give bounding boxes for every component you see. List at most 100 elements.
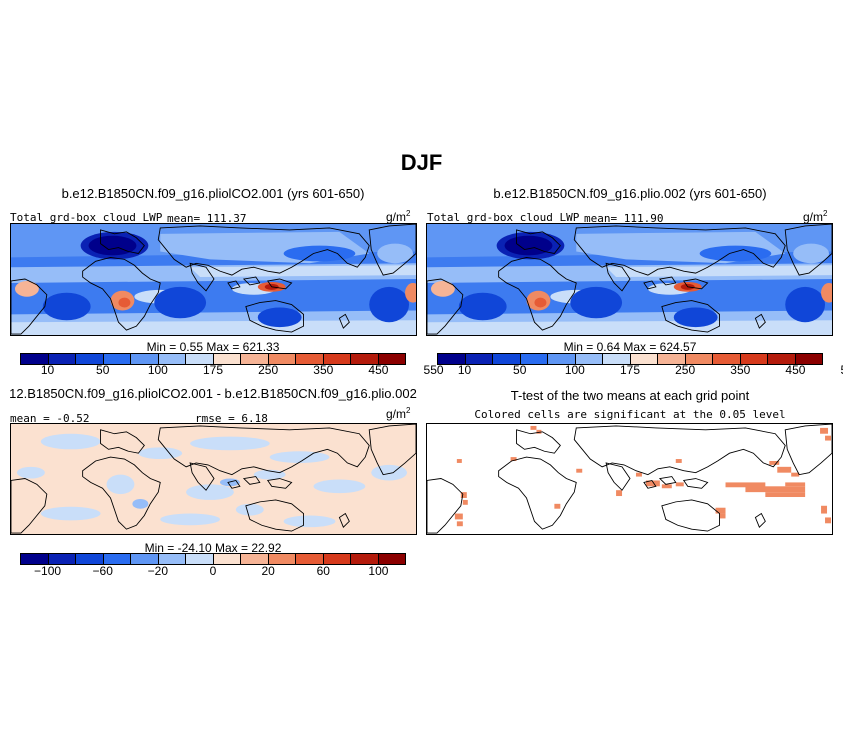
colorbar-tick-label: 550 bbox=[841, 363, 843, 377]
sahara-core bbox=[504, 235, 553, 256]
significant-cell bbox=[825, 517, 832, 524]
sahara-core bbox=[88, 235, 137, 256]
australia-coastline bbox=[245, 499, 305, 532]
panel1-mean: mean= 111.37 bbox=[167, 212, 247, 225]
north-america-west bbox=[784, 424, 832, 476]
significant-cell bbox=[456, 459, 462, 463]
colorbar-swatch bbox=[186, 554, 214, 564]
colorbar-swatch bbox=[241, 554, 269, 564]
newzealand-coastline bbox=[754, 313, 766, 329]
colorbar-swatch bbox=[268, 554, 296, 564]
panel1-units: g/m2 bbox=[386, 209, 411, 224]
north-america-west bbox=[368, 424, 416, 476]
significant-cell bbox=[635, 472, 642, 477]
newzealand-coastline bbox=[338, 313, 350, 329]
southamerica-coastline bbox=[427, 278, 464, 335]
colorbar-swatch bbox=[548, 354, 576, 364]
colorbar-tick-label: 50 bbox=[513, 363, 527, 377]
negative-difference-region bbox=[190, 436, 270, 451]
colorbar-swatch bbox=[438, 354, 466, 364]
negative-difference-region bbox=[132, 498, 149, 509]
significant-cell bbox=[745, 486, 806, 493]
significant-cell bbox=[576, 468, 583, 473]
colorbar-tick-label: 50 bbox=[96, 363, 110, 377]
colorbar-swatch bbox=[131, 354, 159, 364]
colorbar-swatch bbox=[351, 554, 379, 564]
southern-africa-core bbox=[534, 297, 547, 308]
asia-coastline bbox=[573, 225, 786, 276]
colorbar-swatch bbox=[213, 354, 241, 364]
panel2-minmax: Min = 0.64 Max = 624.57 bbox=[563, 340, 697, 354]
colorbar-tick-label: 550 bbox=[423, 363, 444, 377]
colorbar-swatch bbox=[465, 354, 493, 364]
negative-difference-region bbox=[283, 515, 336, 528]
europe-coastline bbox=[100, 429, 145, 454]
panel4-title: T-test of the two means at each grid poi… bbox=[510, 388, 750, 403]
significant-cell bbox=[785, 482, 806, 487]
significant-cell bbox=[825, 435, 832, 441]
colorbar-tick-label: 100 bbox=[147, 363, 168, 377]
africa-coastline bbox=[82, 456, 161, 530]
east-edge-high bbox=[821, 282, 832, 303]
colorbar-tick-label: −60 bbox=[92, 564, 113, 578]
significant-cell bbox=[777, 466, 792, 473]
field-region bbox=[377, 243, 414, 264]
colorbar-tick-label: 350 bbox=[730, 363, 751, 377]
significant-cell bbox=[715, 507, 726, 514]
negative-difference-region bbox=[371, 464, 408, 481]
significant-cell bbox=[460, 492, 467, 498]
negative-difference-region bbox=[160, 513, 220, 526]
colorbar-swatch bbox=[323, 354, 351, 364]
significant-cell bbox=[791, 472, 800, 477]
panel3-minmax: Min = -24.10 Max = 22.92 bbox=[144, 541, 282, 555]
maritime-islands bbox=[643, 276, 709, 290]
significant-cell bbox=[554, 503, 561, 509]
map-svg bbox=[427, 224, 832, 335]
panel4-map bbox=[426, 423, 833, 535]
itcz-core bbox=[606, 265, 832, 278]
colorbar-swatch bbox=[520, 354, 548, 364]
storm-track-south-core bbox=[427, 320, 832, 335]
colorbar-tick-label: −100 bbox=[34, 564, 62, 578]
panel1-map bbox=[10, 223, 417, 336]
storm-track-south-core bbox=[11, 320, 416, 335]
colorbar-swatch bbox=[268, 354, 296, 364]
significant-cell bbox=[719, 513, 726, 519]
panel1-title: b.e12.B1850CN.f09_g16.pliolCO2.001 (yrs … bbox=[61, 186, 365, 201]
colorbar-swatch bbox=[103, 354, 131, 364]
north-america-west bbox=[368, 224, 416, 276]
panel2-map bbox=[426, 223, 833, 336]
significant-cell bbox=[820, 427, 829, 434]
colorbar-swatch bbox=[630, 354, 658, 364]
significant-cell bbox=[510, 457, 517, 461]
southamerica-coastline bbox=[11, 278, 48, 335]
panel4-subtitle: Colored cells are significant at the 0.0… bbox=[474, 408, 786, 421]
itcz-core bbox=[190, 265, 416, 278]
colorbar-swatch bbox=[103, 554, 131, 564]
significant-cell bbox=[530, 425, 537, 430]
panel3-units: g/m2 bbox=[386, 406, 411, 421]
panel3-mean: mean = -0.52 bbox=[10, 412, 90, 425]
north-america-west bbox=[784, 224, 832, 276]
page-title: DJF bbox=[400, 150, 443, 175]
colorbar-tick-label: 10 bbox=[457, 363, 472, 377]
field-region bbox=[793, 243, 830, 264]
europe-coastline bbox=[516, 229, 561, 254]
colorbar-swatch bbox=[158, 354, 186, 364]
significant-cell bbox=[765, 492, 806, 498]
maritime-islands bbox=[227, 276, 293, 290]
panel3-map bbox=[10, 423, 417, 535]
colorbar-swatch bbox=[241, 354, 269, 364]
colorbar-tick-label: 350 bbox=[313, 363, 334, 377]
significant-cell bbox=[462, 499, 468, 505]
significant-cell bbox=[616, 490, 623, 497]
maritime-islands bbox=[227, 476, 293, 489]
colorbar-swatch bbox=[48, 354, 76, 364]
colorbar-tick-label: 10 bbox=[40, 363, 55, 377]
asia-coastline bbox=[157, 225, 370, 276]
significant-cell bbox=[536, 429, 542, 434]
southamerica-coastline bbox=[427, 478, 464, 534]
subtropical-low bbox=[570, 286, 623, 319]
asia-coastline bbox=[157, 425, 370, 476]
significant-cell bbox=[675, 482, 684, 487]
